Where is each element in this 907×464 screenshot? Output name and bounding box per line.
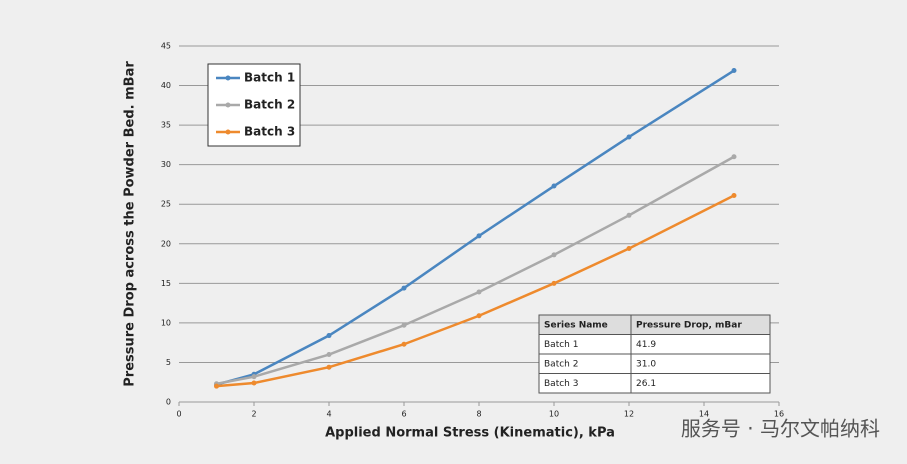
point	[401, 341, 407, 347]
point	[551, 252, 557, 258]
point	[731, 154, 737, 160]
table-cell-text: 41.9	[636, 340, 656, 350]
legend-label: Batch 1	[244, 71, 295, 85]
table-cell-text: Batch 1	[544, 340, 578, 350]
watermark: 服务号 · 马尔文帕纳科	[681, 417, 880, 441]
point	[476, 313, 482, 319]
x-tick-label: 2	[251, 410, 256, 419]
x-axis-label: Applied Normal Stress (Kinematic), kPa	[325, 426, 615, 441]
point	[326, 333, 332, 339]
x-tick-label: 14	[699, 410, 709, 419]
y-tick-label: 20	[161, 239, 171, 248]
point	[326, 352, 332, 358]
table-cell	[630, 373, 771, 394]
point	[476, 289, 482, 295]
x-tick-label: 4	[326, 410, 331, 419]
x-tick-label: 6	[401, 410, 406, 419]
table-cell-text: Batch 3	[544, 379, 578, 389]
legend-marker	[225, 129, 231, 135]
x-tick-label: 16	[774, 410, 784, 419]
x-tick-label: 0	[176, 410, 181, 419]
table-cell-text: 31.0	[636, 359, 656, 369]
y-axis-label: Pressure Drop across the Powder Bed. mBa…	[123, 61, 138, 387]
table-cell-text: Batch 2	[544, 359, 578, 369]
legend-label: Batch 3	[244, 125, 295, 139]
point	[626, 134, 632, 140]
y-tick-label: 0	[166, 398, 171, 407]
series-line	[216, 194, 735, 388]
y-tick-label: 30	[161, 160, 171, 169]
point	[731, 68, 737, 74]
point	[476, 233, 482, 239]
series-line	[216, 155, 735, 386]
point	[326, 364, 332, 370]
point	[251, 374, 257, 380]
y-tick-label: 10	[161, 318, 171, 327]
x-tick-label: 8	[476, 410, 481, 419]
y-tick-label: 25	[161, 200, 171, 209]
legend-label: Batch 2	[244, 98, 295, 112]
point	[551, 183, 557, 189]
series-line	[216, 69, 735, 386]
legend-marker	[225, 102, 231, 108]
point	[251, 380, 257, 386]
point	[626, 246, 632, 252]
y-tick-label: 40	[161, 81, 171, 90]
y-tick-label: 15	[161, 279, 171, 288]
y-tick-label: 45	[161, 42, 171, 51]
table-header: Pressure Drop, mBar	[636, 320, 742, 330]
legend-marker	[225, 75, 231, 81]
table-cell-text: 26.1	[636, 379, 656, 389]
y-tick-label: 5	[166, 358, 171, 367]
point	[626, 212, 632, 218]
point	[551, 280, 557, 286]
point	[731, 193, 737, 199]
point	[401, 322, 407, 328]
x-tick-label: 12	[624, 410, 634, 419]
point	[214, 383, 219, 389]
x-tick-label: 10	[549, 410, 559, 419]
table-header: Series Name	[544, 320, 608, 330]
point	[401, 285, 407, 291]
y-tick-label: 35	[161, 121, 171, 130]
